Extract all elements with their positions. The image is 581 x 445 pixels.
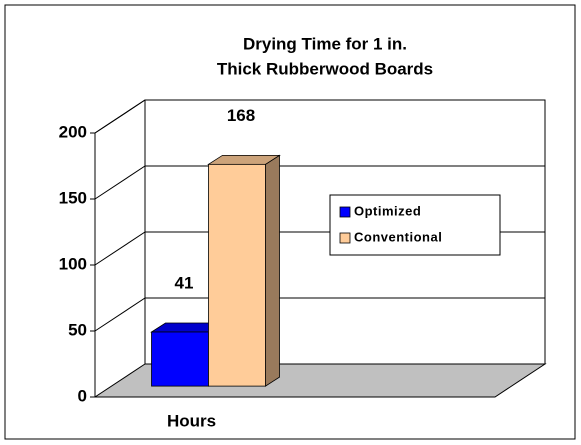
y-tick-label: 50 xyxy=(68,320,87,339)
data-label: 41 xyxy=(175,273,194,292)
grid-line xyxy=(94,297,545,332)
grid-line xyxy=(94,99,545,134)
legend-swatch xyxy=(339,206,351,218)
legend-swatch xyxy=(339,232,351,244)
data-label: 168 xyxy=(227,106,255,125)
bar-front xyxy=(151,331,209,387)
chart-title: Thick Rubberwood Boards xyxy=(217,59,433,78)
y-tick-label: 0 xyxy=(78,386,87,405)
y-tick-label: 100 xyxy=(59,254,87,273)
y-tick-label: 150 xyxy=(59,188,87,207)
chart-title: Drying Time for 1 in. xyxy=(243,34,407,53)
bar xyxy=(207,154,281,387)
x-tick-label: Hours xyxy=(167,411,216,430)
bar-side xyxy=(265,154,280,387)
legend-box xyxy=(329,194,501,256)
legend-label: Optimized xyxy=(354,203,421,218)
y-tick-label: 200 xyxy=(59,122,87,141)
grid-line xyxy=(94,165,545,200)
bar-front xyxy=(208,163,266,387)
legend-label: Conventional xyxy=(354,229,442,244)
